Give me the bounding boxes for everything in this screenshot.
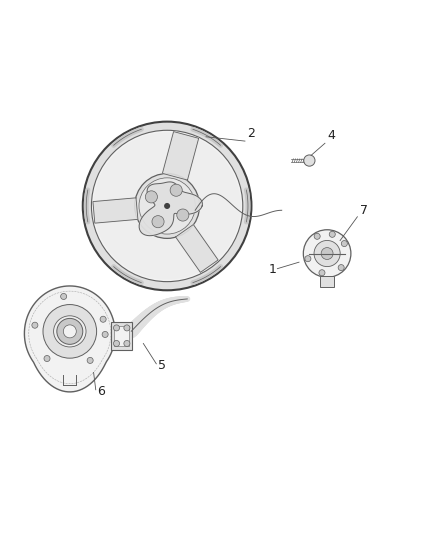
Circle shape <box>124 341 130 346</box>
Polygon shape <box>139 182 202 236</box>
Circle shape <box>134 174 200 238</box>
Circle shape <box>32 322 38 328</box>
Ellipse shape <box>53 316 86 347</box>
Circle shape <box>94 132 240 279</box>
Circle shape <box>338 264 344 271</box>
Circle shape <box>100 316 106 322</box>
Text: 1: 1 <box>269 263 277 276</box>
Circle shape <box>102 332 108 337</box>
Circle shape <box>92 130 243 281</box>
Circle shape <box>113 325 120 331</box>
Circle shape <box>57 318 83 344</box>
FancyBboxPatch shape <box>111 322 132 350</box>
Circle shape <box>314 233 320 239</box>
Text: 6: 6 <box>97 385 105 398</box>
Circle shape <box>329 231 335 237</box>
Circle shape <box>314 240 340 266</box>
Circle shape <box>44 356 50 361</box>
Polygon shape <box>162 132 199 180</box>
Text: 5: 5 <box>158 359 166 372</box>
Circle shape <box>177 209 189 221</box>
Circle shape <box>43 304 97 358</box>
Circle shape <box>170 184 182 196</box>
Polygon shape <box>25 286 115 392</box>
Circle shape <box>304 230 351 277</box>
Circle shape <box>124 325 130 331</box>
Text: 7: 7 <box>360 204 367 217</box>
Circle shape <box>321 248 333 260</box>
Circle shape <box>60 294 67 300</box>
Circle shape <box>152 216 164 228</box>
Circle shape <box>139 178 195 234</box>
Circle shape <box>145 191 157 203</box>
Circle shape <box>305 256 311 262</box>
Polygon shape <box>93 198 138 223</box>
Circle shape <box>83 122 251 290</box>
Text: 2: 2 <box>247 127 255 140</box>
FancyBboxPatch shape <box>320 277 335 287</box>
Circle shape <box>319 270 325 276</box>
Circle shape <box>304 155 315 166</box>
Text: 4: 4 <box>327 129 335 142</box>
FancyBboxPatch shape <box>114 326 129 345</box>
Circle shape <box>164 203 170 209</box>
Circle shape <box>113 341 120 346</box>
Polygon shape <box>176 224 218 272</box>
Circle shape <box>341 240 347 247</box>
Circle shape <box>64 325 76 338</box>
Circle shape <box>87 358 93 364</box>
